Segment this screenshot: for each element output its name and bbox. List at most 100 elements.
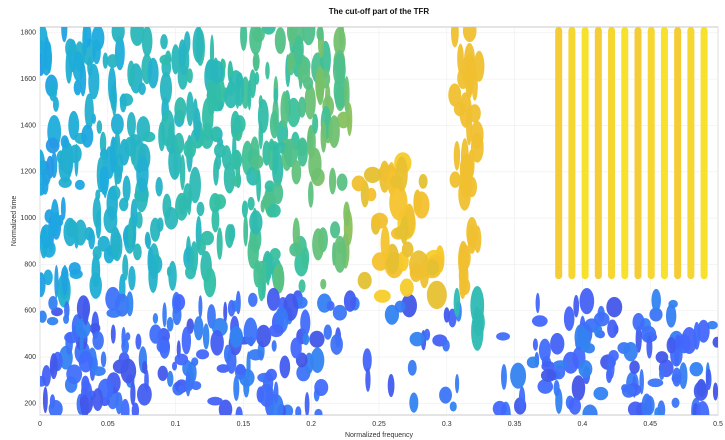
- tfr-blob: [153, 313, 158, 324]
- tfr-blob: [450, 171, 461, 188]
- tfr-blob: [82, 298, 88, 325]
- tfr-blob: [222, 145, 231, 169]
- y-tick-label: 200: [24, 400, 36, 407]
- tfr-blob: [258, 99, 269, 133]
- tfr-blob: [593, 387, 608, 400]
- tfr-blob: [175, 354, 189, 366]
- tfr-blob: [162, 302, 166, 327]
- tfr-blob: [550, 333, 564, 355]
- tfr-blob: [533, 338, 538, 350]
- tfr-stripe: [568, 27, 575, 279]
- x-tick-label: 0.3: [442, 421, 452, 428]
- tfr-blob: [532, 315, 548, 326]
- tfr-blob: [280, 355, 291, 378]
- tfr-blob: [74, 80, 82, 96]
- tfr-blob: [111, 325, 116, 344]
- tfr-blob: [243, 376, 249, 398]
- tfr-blob: [659, 368, 664, 380]
- tfr-blob: [217, 227, 223, 259]
- tfr-blob: [629, 360, 639, 374]
- tfr-blob: [173, 294, 185, 311]
- tfr-blob: [236, 365, 246, 375]
- tfr-blob: [388, 374, 395, 397]
- y-tick-label: 400: [24, 354, 36, 361]
- tfr-blob: [137, 383, 152, 405]
- y-tick-label: 1800: [20, 30, 36, 37]
- tfr-blob: [305, 392, 310, 417]
- tfr-blob: [305, 84, 316, 119]
- tfr-blob: [299, 279, 306, 292]
- tfr-blob: [646, 335, 652, 358]
- tfr-blob: [142, 131, 155, 142]
- tfr-blob: [47, 317, 58, 325]
- tfr-blob: [148, 259, 158, 293]
- tfr-stripe: [674, 27, 681, 279]
- tfr-blob: [50, 353, 58, 379]
- tfr-blob: [358, 272, 372, 289]
- tfr-blob: [656, 351, 669, 363]
- tfr-blob: [61, 15, 67, 43]
- tfr-blob: [197, 202, 205, 216]
- tfr-blob: [127, 112, 136, 137]
- tfr-blob: [178, 39, 186, 66]
- tfr-blob: [168, 261, 176, 291]
- tfr-blob: [210, 60, 224, 83]
- tfr-blob: [400, 279, 414, 297]
- tfr-blob: [694, 381, 708, 401]
- tfr-blob: [81, 395, 89, 419]
- tfr-blob: [667, 337, 676, 354]
- tfr-blob: [107, 187, 118, 221]
- tfr-blob: [666, 304, 676, 328]
- tfr-blob: [414, 191, 430, 218]
- tfr-blob: [110, 85, 117, 111]
- tfr-blob: [272, 182, 283, 204]
- tfr-blob: [43, 387, 48, 414]
- tfr-blob: [396, 156, 408, 191]
- tfr-blob: [61, 197, 66, 220]
- tfr-blob: [693, 322, 700, 350]
- tfr-blob: [270, 111, 279, 139]
- tfr-blob: [92, 39, 101, 64]
- tfr-blob: [608, 350, 619, 361]
- tfr-blob: [165, 51, 171, 65]
- tfr-blob: [115, 392, 122, 414]
- tfr-blob: [224, 345, 232, 364]
- tfr-blob: [62, 265, 68, 296]
- tfr-blob: [539, 339, 551, 363]
- tfr-blob: [133, 244, 142, 261]
- tfr-blob: [105, 287, 120, 311]
- tfr-blob: [259, 383, 274, 407]
- tfr-blob: [121, 327, 125, 348]
- tfr-blob: [343, 201, 350, 226]
- tfr-blob: [410, 263, 422, 282]
- tfr-blob: [474, 226, 481, 253]
- tfr-blob: [42, 365, 51, 387]
- tfr-blob: [621, 384, 628, 392]
- tfr-blob: [127, 61, 135, 87]
- tfr-blob: [92, 331, 103, 350]
- tfr-blob: [256, 169, 261, 203]
- tfr-blob: [408, 360, 417, 376]
- tfr-blob: [569, 398, 581, 415]
- tfr-blob: [46, 138, 60, 154]
- tfr-stripe: [608, 27, 615, 279]
- tfr-blob: [142, 361, 147, 374]
- tfr-blob: [160, 34, 168, 49]
- tfr-blob: [314, 379, 328, 396]
- y-axis-label: Normalized time: [11, 196, 18, 247]
- tfr-blob: [633, 313, 645, 331]
- tfr-blob: [352, 176, 366, 192]
- tfr-blob: [211, 207, 219, 232]
- tfr-blob: [553, 360, 568, 368]
- tfr-blob: [41, 224, 52, 248]
- tfr-blob: [623, 342, 637, 361]
- tfr-blob: [273, 88, 278, 104]
- tfr-blob: [157, 339, 170, 353]
- tfr-blob: [47, 42, 52, 74]
- tfr-blob: [81, 124, 93, 147]
- tfr-blob: [107, 54, 119, 68]
- tfr-blob: [564, 306, 575, 331]
- tfr-blob: [198, 295, 202, 318]
- tfr-blob: [314, 409, 322, 419]
- tfr-blob: [316, 26, 323, 41]
